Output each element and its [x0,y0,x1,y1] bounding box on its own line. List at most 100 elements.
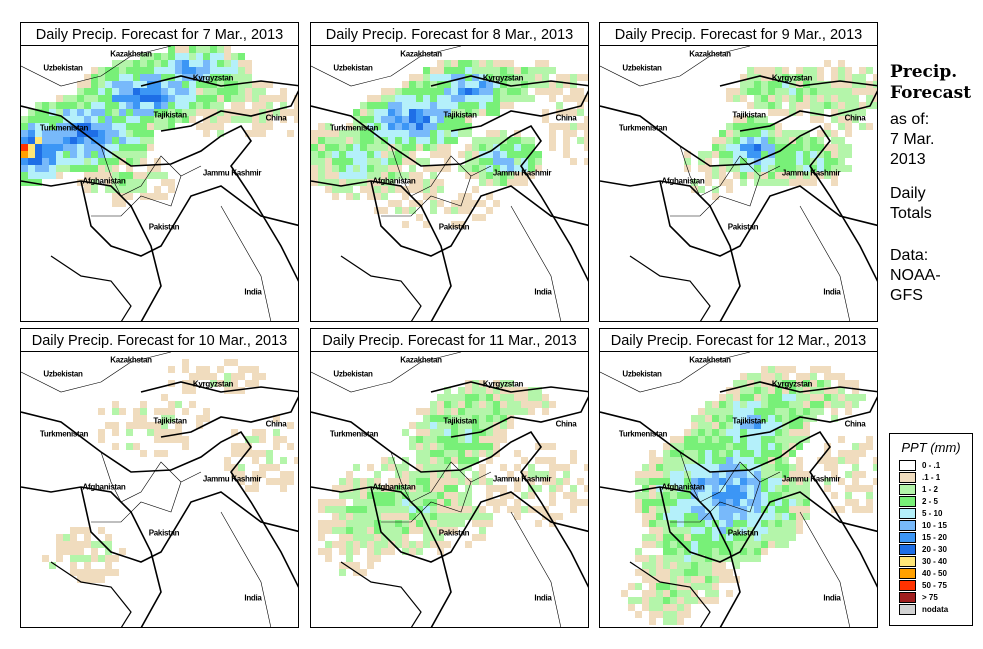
precip-cell [458,109,465,116]
precip-cell [747,457,754,464]
precip-cell [873,464,877,471]
precip-cell [70,165,77,172]
precip-cell [859,74,866,81]
precip-cell [733,471,740,478]
precip-cell [796,373,803,380]
precip-cell [224,88,231,95]
precip-cell [705,415,712,422]
precip-cell [768,401,775,408]
precip-cell [486,429,493,436]
precip-cell [105,534,112,541]
precip-cell [346,548,353,555]
precip-cell [754,172,761,179]
precip-cell [810,88,817,95]
precip-cell [339,527,346,534]
precip-cell [747,116,754,123]
precip-cell [311,179,318,186]
precip-cell [367,506,374,513]
panel-title: Daily Precip. Forecast for 9 Mar., 2013 [599,22,878,46]
precip-cell [824,394,831,401]
precip-cell [670,520,677,527]
precip-cell [332,144,339,151]
precip-cell [712,597,719,604]
precip-cell [339,144,346,151]
precip-cell [740,88,747,95]
precip-cell [563,144,570,151]
precip-cell [635,499,642,506]
panel-title: Daily Precip. Forecast for 11 Mar., 2013 [310,328,589,352]
precip-cell [416,116,423,123]
precip-cell [712,562,719,569]
precip-cell [747,485,754,492]
precip-cell [238,74,245,81]
precip-cell [479,513,486,520]
precip-cell [817,74,824,81]
precip-cell [451,492,458,499]
precip-cell [719,499,726,506]
precip-cell [266,450,273,457]
precip-cell [154,450,161,457]
precip-cell [161,422,168,429]
precip-cell [430,102,437,109]
precip-cell [768,450,775,457]
precip-cell [140,53,147,60]
precip-cell [691,513,698,520]
precip-cell [663,464,670,471]
precip-cell [367,151,374,158]
precip-cell [231,373,238,380]
precip-cell [570,485,577,492]
precip-cell [444,422,451,429]
precip-cell [817,408,824,415]
precip-cell [670,604,677,611]
precip-cell [712,151,719,158]
precip-cell [521,394,528,401]
precip-cell [754,429,761,436]
precip-cell [98,436,105,443]
precip-cell [77,130,84,137]
precip-cell [409,527,416,534]
precip-cell [479,443,486,450]
precip-cell [238,450,245,457]
precip-cell [782,95,789,102]
precip-cell [35,151,42,158]
precip-cell [649,611,656,618]
precip-cell [838,436,845,443]
precip-map: Kazakhstan Uzbekistan Kyrgyzstan Tajikistan… [310,46,589,322]
precip-cell [409,179,416,186]
precip-cell [360,102,367,109]
precip-cell [873,102,877,109]
precip-cell [859,450,866,457]
precip-cell [388,165,395,172]
legend-label: 50 - 75 [922,580,947,590]
precip-cell [112,443,119,450]
precip-cell [189,102,196,109]
precip-cell [740,415,747,422]
precip-cell [584,95,588,102]
precip-cell [542,478,549,485]
precip-cell [775,109,782,116]
precip-cell [486,179,493,186]
precip-cell [542,513,549,520]
precip-cell [444,457,451,464]
precip-cell [126,123,133,130]
precip-cell [719,422,726,429]
precip-cell [635,611,642,618]
precip-cell [845,485,852,492]
precip-cell [35,130,42,137]
precip-cell [712,172,719,179]
precip-cell [584,74,588,81]
precip-cell [56,534,63,541]
precip-cell [161,436,168,443]
precip-cell [381,193,388,200]
precip-cell [684,569,691,576]
precip-cell [740,387,747,394]
precip-cell [761,102,768,109]
precip-cell [182,88,189,95]
precip-cell [465,387,472,394]
precip-cell [684,562,691,569]
precip-cell [346,151,353,158]
precip-cell [119,67,126,74]
precip-cell [789,415,796,422]
precip-cell [507,88,514,95]
precip-cell [691,597,698,604]
